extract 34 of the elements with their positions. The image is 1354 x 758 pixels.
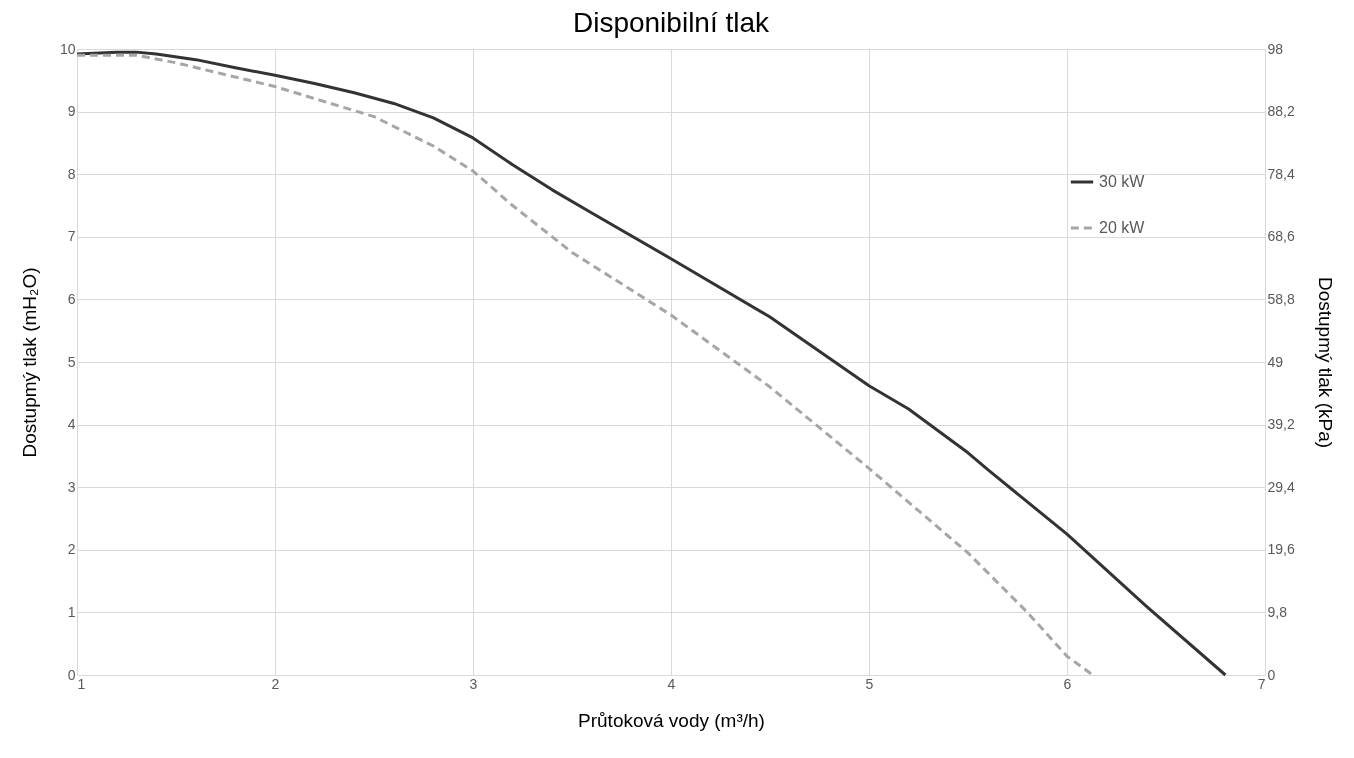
x-tick-label: 2	[271, 675, 280, 692]
y2-tick-label: 29,4	[1267, 478, 1295, 495]
x-tick-label: 6	[1063, 675, 1072, 692]
y2-tick-label: 58,8	[1267, 290, 1295, 307]
y-tick-label: 5	[67, 353, 76, 370]
y-tick-label: 2	[67, 541, 76, 558]
chart-title: Disponibilní tlak	[572, 7, 771, 38]
y2-tick-label: 68,6	[1267, 228, 1295, 245]
y-tick-label: 6	[67, 290, 76, 307]
y2-tick-label: 9,8	[1267, 603, 1288, 620]
y2-tick-label: 49	[1267, 353, 1284, 370]
y-tick-label: 4	[67, 416, 76, 433]
y2-tick-label: 78,4	[1267, 165, 1295, 182]
y-axis-title: Dostupmý tlak (mH₂O)	[18, 267, 40, 458]
x-axis-title: Průtoková vody (m³/h)	[578, 709, 765, 731]
y-tick-label: 7	[67, 228, 76, 245]
x-tick-label: 3	[469, 675, 478, 692]
y2-tick-label: 0	[1267, 666, 1276, 683]
x-tick-label: 5	[865, 675, 874, 692]
legend-label: 30 kW	[1099, 173, 1146, 190]
y2-tick-label: 19,6	[1267, 541, 1295, 558]
y2-tick-label: 88,2	[1267, 103, 1295, 120]
y-tick-label: 3	[67, 478, 76, 495]
y2-axis-title: Dostupmý tlak (kPa)	[1314, 276, 1336, 449]
y-tick-label: 9	[67, 103, 76, 120]
y-tick-label: 1	[67, 603, 76, 620]
y-tick-label: 8	[67, 165, 76, 182]
x-tick-label: 4	[667, 675, 676, 692]
y2-tick-label: 39,2	[1267, 416, 1295, 433]
y2-tick-label: 98	[1267, 40, 1284, 57]
x-tick-label: 7	[1257, 675, 1266, 692]
y-tick-label: 10	[59, 40, 76, 57]
y-tick-label: 0	[67, 666, 76, 683]
legend-label: 20 kW	[1099, 219, 1146, 236]
